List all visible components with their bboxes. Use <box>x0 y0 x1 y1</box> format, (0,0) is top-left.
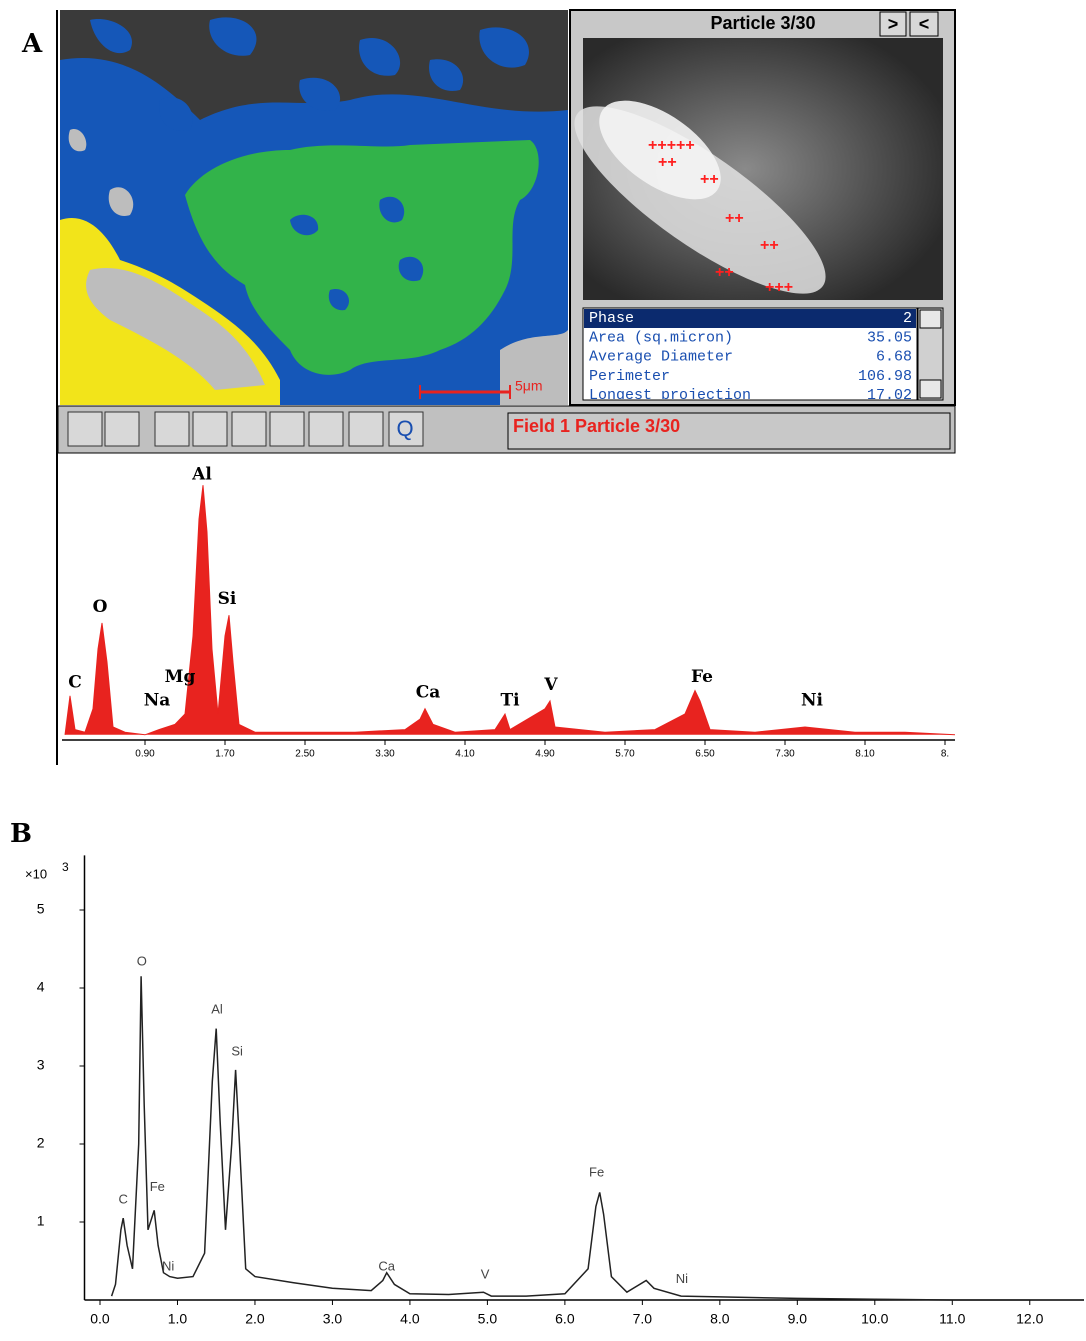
x-tick-label: 4.10 <box>455 749 475 760</box>
scroll-up[interactable] <box>919 309 942 329</box>
peak-label: Si <box>218 589 237 609</box>
panel-label: B <box>10 819 32 849</box>
row-value: 6.68 <box>876 349 912 366</box>
row-label: Perimeter <box>589 368 670 385</box>
phase-map: 5μm <box>60 10 568 405</box>
row-value: 106.98 <box>858 368 912 385</box>
x-tick-label: 1.70 <box>215 749 235 760</box>
x-tick-label: 3.30 <box>375 749 395 760</box>
x-tick-label: 4.0 <box>400 1311 420 1327</box>
x-tick-label: 4.90 <box>535 749 555 760</box>
tool-button[interactable] <box>269 411 305 447</box>
y-tick-label: 4 <box>37 979 45 995</box>
svg-text:+++: +++ <box>765 279 793 296</box>
x-tick-label: 10.0 <box>861 1311 888 1327</box>
x-tick-label: 5.0 <box>478 1311 498 1327</box>
svg-text:++: ++ <box>725 210 744 227</box>
svg-text:++: ++ <box>700 171 719 188</box>
query-button-label[interactable]: Q <box>396 416 413 441</box>
x-tick-label: 7.30 <box>775 749 795 760</box>
tool-button[interactable] <box>308 411 344 447</box>
x-tick-label: 6.0 <box>555 1311 575 1327</box>
status-box <box>507 412 951 450</box>
x-tick-label: 12.0 <box>1016 1311 1043 1327</box>
peak-label: Mg <box>165 667 196 687</box>
x-tick-label: 9.0 <box>788 1311 808 1327</box>
row-value: 17.02 <box>867 387 912 404</box>
peak-label: Fe <box>691 667 713 687</box>
svg-text:++: ++ <box>658 154 677 171</box>
x-tick-label: 8.0 <box>710 1311 730 1327</box>
row-label: Longest projection <box>589 387 751 404</box>
peak-label: Al <box>211 1001 223 1016</box>
y-tick-label: 1 <box>37 1213 45 1229</box>
panel-label: A <box>21 29 43 59</box>
tool-button[interactable] <box>231 411 267 447</box>
tool-button[interactable] <box>348 411 384 447</box>
tool-button[interactable] <box>67 411 103 447</box>
svg-text:++: ++ <box>760 237 779 254</box>
x-tick-label: 6.50 <box>695 749 715 760</box>
row-value: 35.05 <box>867 329 912 346</box>
peak-label: Ca <box>378 1259 395 1274</box>
peak-label: O <box>93 597 108 617</box>
row-value: 2 <box>903 310 912 327</box>
x-tick-label: 8. <box>941 749 949 760</box>
x-tick-label: 8.10 <box>855 749 875 760</box>
prev-button-label[interactable]: < <box>919 14 930 34</box>
svg-text:++: ++ <box>715 264 734 281</box>
x-tick-label: 2.50 <box>295 749 315 760</box>
x-tick-label: 7.0 <box>633 1311 653 1327</box>
spectrum-line <box>110 976 1030 1301</box>
row-label: Area (sq.micron) <box>589 329 733 346</box>
peak-label: Si <box>231 1043 243 1058</box>
peak-label: Ni <box>162 1259 174 1274</box>
tool-button[interactable] <box>192 411 228 447</box>
peak-label: Na <box>144 691 171 711</box>
svg-text:+++++: +++++ <box>648 137 695 154</box>
y-exponent: 3 <box>62 860 69 874</box>
peak-label: Al <box>191 464 212 484</box>
y-tick-label: 2 <box>37 1135 45 1151</box>
peak-label: C <box>119 1192 128 1207</box>
x-tick-label: 0.0 <box>90 1311 110 1327</box>
peak-label: V <box>481 1266 490 1281</box>
row-label: Phase <box>589 310 634 327</box>
x-tick-label: 1.0 <box>168 1311 188 1327</box>
next-button[interactable] <box>879 11 907 37</box>
peak-label: Ca <box>416 683 441 703</box>
scroll-down[interactable] <box>919 379 942 399</box>
scale-bar-label: 5μm <box>515 378 543 394</box>
tool-button[interactable] <box>388 411 424 447</box>
window-title: Particle 3/30 <box>710 13 815 33</box>
x-tick-label: 5.70 <box>615 749 635 760</box>
particle-image: +++++++++ +++++++++ <box>574 38 943 300</box>
next-button-label[interactable]: > <box>888 14 899 34</box>
x-tick-label: 0.90 <box>135 749 155 760</box>
prev-button[interactable] <box>909 11 939 37</box>
tool-button[interactable] <box>104 411 140 447</box>
peak-label: C <box>68 672 82 692</box>
peak-label: Ni <box>676 1271 688 1286</box>
x-tick-label: 3.0 <box>323 1311 343 1327</box>
tool-button[interactable] <box>154 411 190 447</box>
spectrum-area <box>64 485 956 736</box>
peak-label: Fe <box>150 1179 165 1194</box>
property-table: Phase 2 Area (sq.micron) 35.05 Average Diame… <box>582 307 944 404</box>
x-tick-label: 11.0 <box>939 1311 965 1327</box>
row-label: Average Diameter <box>589 349 733 366</box>
x-tick-label: 2.0 <box>245 1311 265 1327</box>
peak-label: O <box>137 954 147 969</box>
y-multiplier: ×10 <box>25 866 47 881</box>
peak-label: Ni <box>801 691 824 711</box>
y-tick-label: 5 <box>37 901 45 917</box>
peak-label: V <box>543 675 558 695</box>
y-tick-label: 3 <box>37 1057 45 1073</box>
peak-label: Fe <box>589 1164 604 1179</box>
status-text: Field 1 Particle 3/30 <box>513 416 680 436</box>
peak-label: Ti <box>500 691 520 711</box>
